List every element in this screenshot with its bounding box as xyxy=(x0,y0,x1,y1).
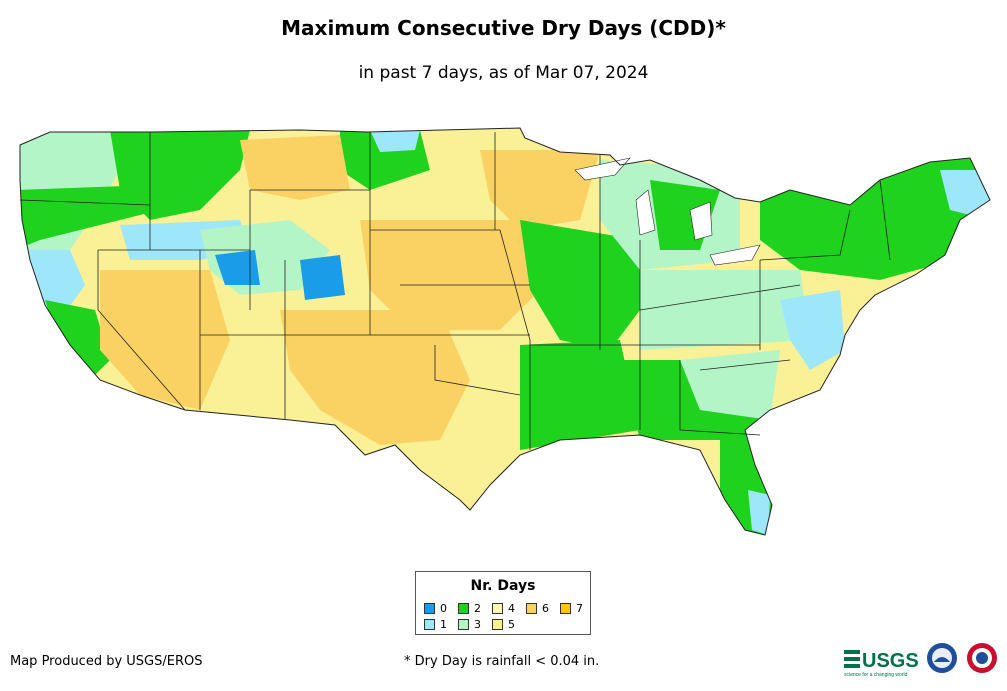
zone-minnesota-dakota xyxy=(480,150,600,230)
border-ca-nv xyxy=(97,250,186,411)
legend: Nr. Days 0 1 2 3 4 5 6 7 xyxy=(415,571,591,635)
usgs-logo: USGS science for a changing world xyxy=(844,650,919,678)
legend-item-2: 2 xyxy=(458,602,481,615)
zone-montana-dry xyxy=(240,135,350,200)
usgs-wave-icon xyxy=(844,650,860,668)
zone-socal-coast xyxy=(45,300,110,380)
zone-idaho-montana xyxy=(110,130,250,220)
noaa-logo xyxy=(927,643,957,673)
zone-new-mexico-texas xyxy=(280,310,470,445)
us-map-svg xyxy=(19,127,991,536)
map-footnote: * Dry Day is rainfall < 0.04 in. xyxy=(404,654,600,669)
zone-utah-zero xyxy=(215,250,260,285)
usgs-wordmark: USGS xyxy=(862,650,919,672)
legend-swatch-3 xyxy=(458,619,469,630)
legend-label-0: 0 xyxy=(440,602,447,615)
nws-logo xyxy=(967,643,997,673)
legend-label-1: 1 xyxy=(440,618,447,631)
legend-swatch-7 xyxy=(560,603,571,614)
legend-swatch-0 xyxy=(424,603,435,614)
legend-swatch-6 xyxy=(526,603,537,614)
border-ok-tx xyxy=(434,345,521,396)
zone-northeast xyxy=(760,150,990,280)
map-credit: Map Produced by USGS/EROS xyxy=(10,654,203,669)
legend-label-2: 2 xyxy=(474,602,481,615)
border-ny-vt xyxy=(879,179,891,261)
lake-michigan xyxy=(635,189,656,236)
legend-label-3: 3 xyxy=(474,618,481,631)
legend-label-4: 4 xyxy=(508,602,515,615)
map-subtitle: in past 7 days, as of Mar 07, 2024 xyxy=(358,63,649,83)
map-title: Maximum Consecutive Dry Days (CDD)* xyxy=(281,16,726,40)
great-lakes xyxy=(574,157,761,266)
legend-item-6: 6 xyxy=(526,602,549,615)
border-ky-north xyxy=(639,284,801,311)
zone-norcal-coast xyxy=(20,250,85,320)
border-al-ga xyxy=(679,360,761,436)
zone-south-florida xyxy=(748,490,770,535)
border-wa-or xyxy=(19,199,151,206)
legend-label-7: 7 xyxy=(576,602,583,615)
legend-swatch-5 xyxy=(492,619,503,630)
legend-label-6: 6 xyxy=(542,602,549,615)
legend-swatch-1 xyxy=(424,619,435,630)
state-boundaries xyxy=(19,132,891,450)
lake-erie xyxy=(709,244,761,266)
legend-swatch-4 xyxy=(492,603,503,614)
agency-logos: USGS science for a changing world xyxy=(842,640,1002,680)
lake-huron xyxy=(689,201,713,241)
logos-svg: USGS science for a changing world xyxy=(844,643,997,678)
zone-georgia-carolinas xyxy=(680,350,780,420)
legend-item-3: 3 xyxy=(458,618,481,631)
legend-item-1: 1 xyxy=(424,618,447,631)
zone-arkansas-mississippi xyxy=(520,340,640,450)
border-nc-sc xyxy=(699,359,791,371)
legend-swatch-2 xyxy=(458,603,469,614)
zone-arizona-nevada xyxy=(100,270,230,410)
us-map xyxy=(0,110,1007,560)
legend-item-0: 0 xyxy=(424,602,447,615)
lake-superior xyxy=(574,157,631,181)
legend-label-5: 5 xyxy=(508,618,515,631)
cdd-zones xyxy=(20,130,990,535)
zone-mid-atlantic xyxy=(780,290,845,370)
zone-kansas-nebraska xyxy=(360,220,540,330)
zone-colorado-zero xyxy=(300,255,345,300)
legend-item-5: 5 xyxy=(492,618,515,631)
zone-missouri-illinois xyxy=(520,220,640,350)
usgs-tagline: science for a changing world xyxy=(844,672,908,678)
border-mississippi-west xyxy=(499,229,531,450)
legend-item-7: 7 xyxy=(560,602,583,615)
border-pa-ny xyxy=(759,209,851,261)
zone-nd-blue xyxy=(370,130,420,152)
legend-item-4: 4 xyxy=(492,602,515,615)
legend-title: Nr. Days xyxy=(470,578,536,594)
